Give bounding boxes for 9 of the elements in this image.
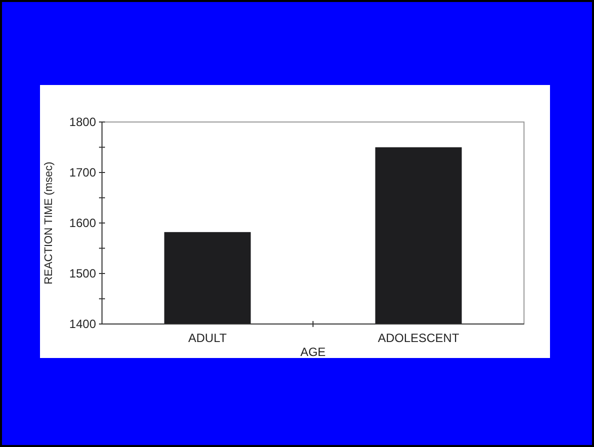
y-tick-label: 1400 bbox=[69, 317, 96, 332]
y-tick-label: 1800 bbox=[69, 115, 96, 130]
x-tick-label: ADOLESCENT bbox=[378, 331, 460, 345]
x-axis-title: AGE bbox=[300, 345, 326, 359]
x-tick-label: ADULT bbox=[188, 331, 228, 345]
y-tick-label: 1500 bbox=[69, 266, 96, 281]
y-axis-title: REACTION TIME (msec) bbox=[43, 162, 55, 284]
y-tick-label: 1700 bbox=[69, 166, 96, 180]
y-tick-label: 1600 bbox=[69, 216, 96, 230]
